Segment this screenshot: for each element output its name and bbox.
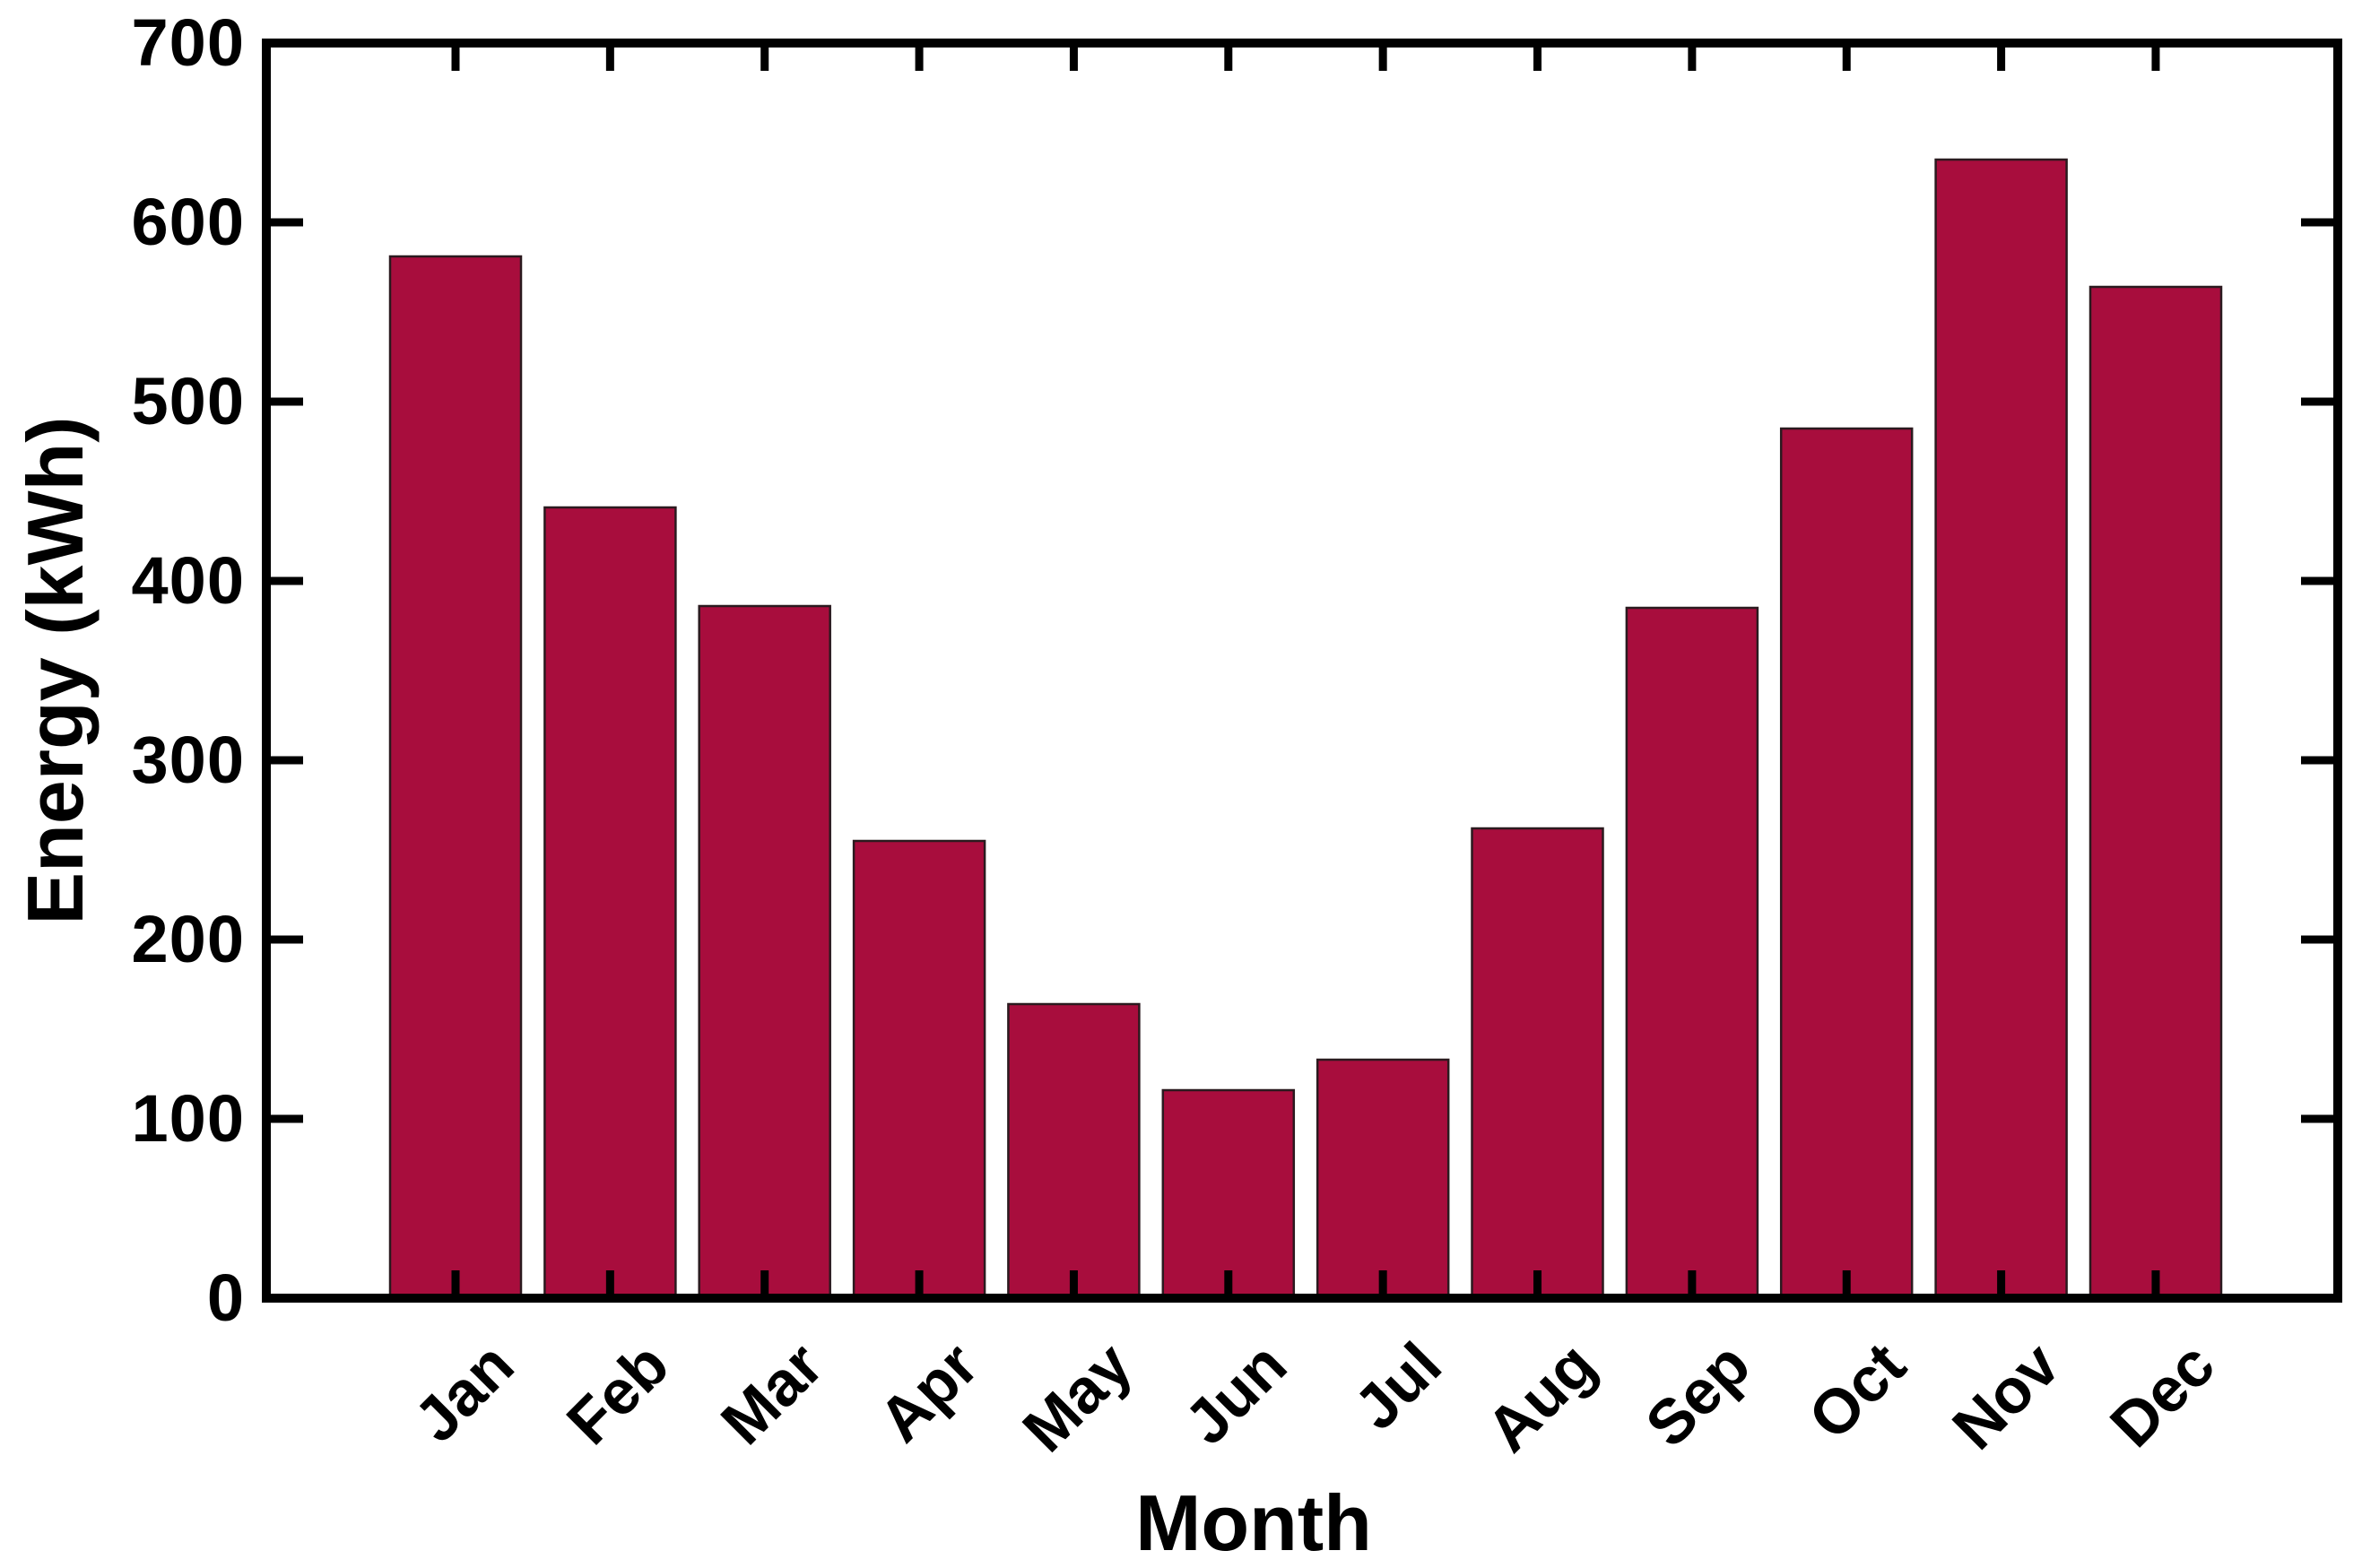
- y-tick-label-500: 500: [131, 364, 245, 438]
- bar-oct: [1779, 427, 1914, 1300]
- y-axis-title: Energy (kWh): [11, 416, 100, 925]
- y-tick-label-200: 200: [131, 902, 245, 976]
- x-axis-title: Month: [1135, 1478, 1372, 1567]
- bar-mar: [698, 604, 831, 1300]
- y-tick-label-300: 300: [131, 723, 245, 797]
- bar-dec: [2088, 285, 2223, 1300]
- bars-group: [388, 158, 2223, 1300]
- axis-ticks-group: [271, 48, 2333, 1294]
- bar-nov: [1934, 158, 2068, 1300]
- bar-may: [1007, 1002, 1141, 1300]
- y-tick-label-100: 100: [131, 1081, 245, 1156]
- y-tick-label-700: 700: [131, 5, 245, 80]
- axes-frame: [262, 39, 2342, 1303]
- bar-jun: [1161, 1088, 1296, 1300]
- bar-aug: [1471, 827, 1604, 1300]
- y-tick-label-400: 400: [131, 543, 245, 618]
- bar-feb: [543, 506, 677, 1300]
- bar-sep: [1625, 606, 1759, 1300]
- y-tick-label-600: 600: [131, 185, 245, 259]
- bar-apr: [852, 839, 986, 1300]
- bar-jan: [388, 255, 523, 1300]
- bar-jul: [1316, 1058, 1450, 1300]
- y-tick-label-0: 0: [206, 1260, 245, 1335]
